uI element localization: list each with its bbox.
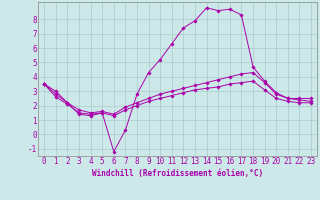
X-axis label: Windchill (Refroidissement éolien,°C): Windchill (Refroidissement éolien,°C)	[92, 169, 263, 178]
